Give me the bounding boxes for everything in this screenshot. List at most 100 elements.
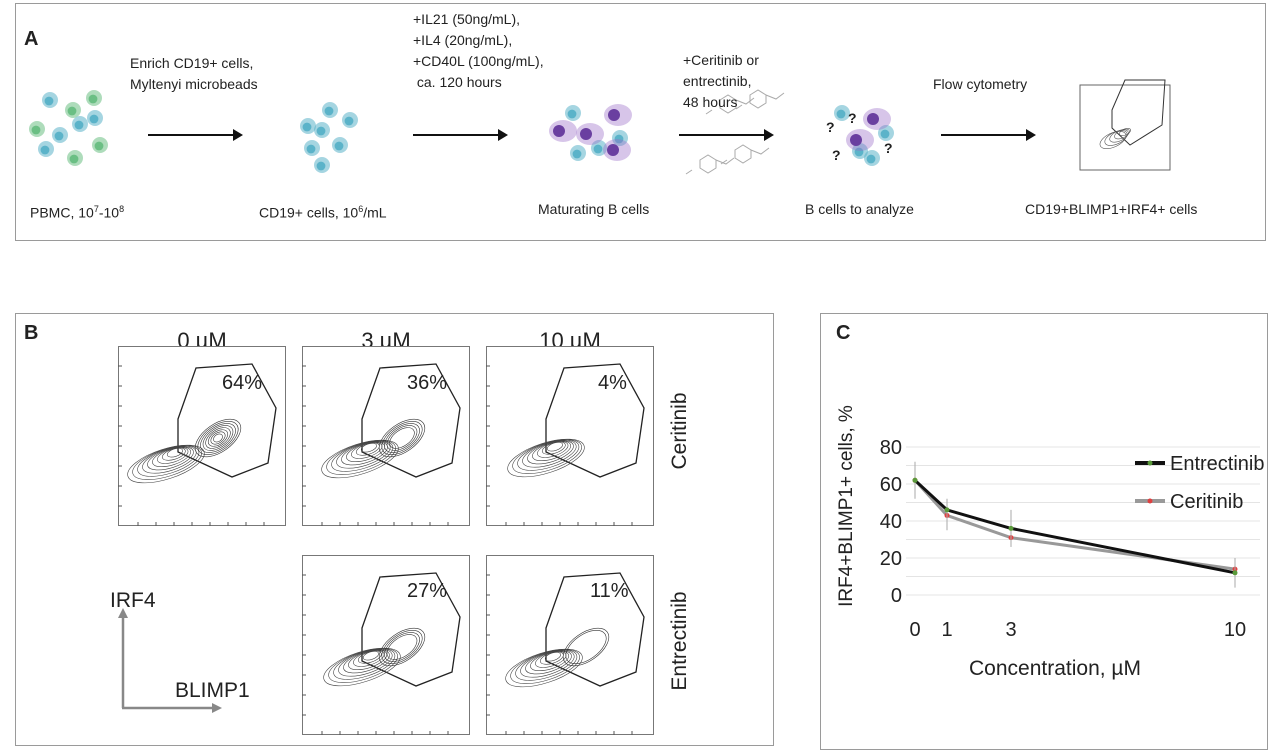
flow-plot-thumbnail	[1079, 84, 1171, 171]
arrow-right-icon	[212, 703, 222, 713]
step-caption-cd19: CD19+ cells, 106/mL	[259, 199, 387, 224]
contour-line	[562, 627, 610, 667]
cell-nucleus	[867, 113, 879, 125]
caption-text: CD19+ cells, 10	[259, 204, 359, 221]
x-tick-label: 1	[941, 619, 952, 641]
gate-percent: 36%	[407, 372, 448, 394]
flow-plot	[486, 555, 654, 735]
contour-line	[343, 649, 390, 674]
caption-text: /mL	[363, 204, 387, 221]
flow-plot	[302, 346, 470, 526]
legend-label: Ceritinib	[1170, 491, 1243, 513]
label-line: +IL4 (20ng/mL),	[413, 32, 513, 48]
cell-nucleus	[567, 109, 577, 119]
x-axis-label: BLIMP1	[175, 679, 250, 702]
data-point	[912, 477, 918, 483]
contour-line	[360, 443, 377, 453]
chemical-structure-icon	[685, 154, 735, 175]
contour-line	[386, 634, 418, 660]
contour-line	[384, 632, 420, 662]
contour-line	[384, 423, 420, 453]
contour-line	[565, 630, 607, 664]
contour-line	[512, 439, 582, 474]
contour-line	[389, 427, 415, 449]
y-tick-label: 60	[880, 474, 902, 496]
contour-line	[515, 649, 578, 681]
contour-line	[1099, 131, 1127, 149]
gate-percent: 64%	[222, 372, 263, 394]
question-mark: ?	[848, 110, 857, 126]
panel-a	[15, 3, 1266, 241]
cell-nucleus	[593, 144, 603, 154]
contour-line	[333, 648, 396, 680]
cell-nucleus	[334, 141, 344, 151]
cell-nucleus	[74, 120, 84, 130]
panel-c-label: C	[836, 322, 851, 344]
row-label-ceritinib: Ceritinib	[668, 392, 691, 470]
contour-line	[338, 649, 393, 677]
gate-polygon	[1111, 79, 1166, 146]
gate-polygon	[361, 572, 461, 687]
axis-arrows	[118, 608, 222, 713]
contour-line	[541, 441, 566, 455]
contour-line	[323, 647, 401, 687]
contour-line	[166, 448, 183, 458]
y-axis-title: IRF4+BLIMP1+ cells, %	[836, 405, 857, 607]
contour-line	[353, 650, 385, 667]
gate-percent: 4%	[598, 372, 627, 394]
legend-marker	[1147, 498, 1153, 504]
cell-nucleus	[850, 134, 862, 146]
contour-line	[205, 427, 231, 449]
contour-line	[157, 447, 189, 464]
data-point	[1008, 525, 1014, 531]
legend-label: Entrectinib	[1170, 453, 1265, 475]
arrow-right-icon	[148, 129, 243, 141]
cell-nucleus	[316, 126, 326, 136]
contour-line	[210, 431, 226, 445]
plot-frame	[486, 346, 654, 526]
y-tick-label: 80	[880, 437, 902, 459]
contour-line	[530, 650, 570, 672]
cell-nucleus	[553, 125, 565, 137]
label-line: 48 hours	[683, 94, 738, 110]
cell-nucleus	[344, 116, 354, 126]
cell-nucleus	[54, 131, 64, 141]
gate-percent: 27%	[407, 580, 448, 602]
arrow-label-enrich: Enrich CD19+ cells, Myltenyi microbeads	[130, 53, 258, 95]
label-line: +IL21 (50ng/mL),	[413, 11, 521, 27]
cell-nucleus	[836, 109, 846, 119]
x-tick-label: 3	[1005, 619, 1016, 641]
step-caption-analyze: B cells to analyze	[805, 201, 914, 217]
contour-line	[520, 650, 575, 678]
gate-polygon	[545, 363, 645, 478]
contour-line	[213, 433, 223, 443]
cell-illustrations	[29, 79, 1171, 175]
cell-nucleus	[608, 109, 620, 121]
label-line: Myltenyi microbeads	[130, 76, 258, 92]
step-caption-maturating: Maturating B cells	[538, 201, 650, 217]
cell-nucleus	[607, 144, 619, 156]
x-tick-label: 10	[1224, 619, 1246, 641]
panel-c	[820, 313, 1268, 750]
cell-nucleus	[44, 96, 54, 106]
contour-line	[505, 648, 583, 688]
contour-line	[546, 442, 563, 452]
caption-sup: 6	[358, 204, 364, 214]
label-line: +Ceritinib or	[683, 52, 759, 68]
series-line	[913, 479, 1236, 575]
legend-marker	[1147, 460, 1153, 466]
cell-nucleus	[88, 94, 98, 104]
contour-line	[197, 421, 239, 455]
cell-nucleus	[580, 128, 592, 140]
cell-nucleus	[854, 147, 864, 157]
caption-sup: 7	[93, 204, 99, 214]
label-line: Enrich CD19+ cells,	[130, 55, 254, 71]
contour-line	[137, 445, 200, 477]
arrow-up-icon	[118, 608, 128, 618]
caption-text: -10	[98, 204, 120, 221]
caption-text: PBMC, 10	[30, 204, 94, 221]
step-caption-pbmc: PBMC, 107-108	[30, 199, 124, 224]
contour-line	[537, 441, 569, 458]
contour-line	[381, 421, 423, 455]
contour-line	[1109, 129, 1129, 143]
